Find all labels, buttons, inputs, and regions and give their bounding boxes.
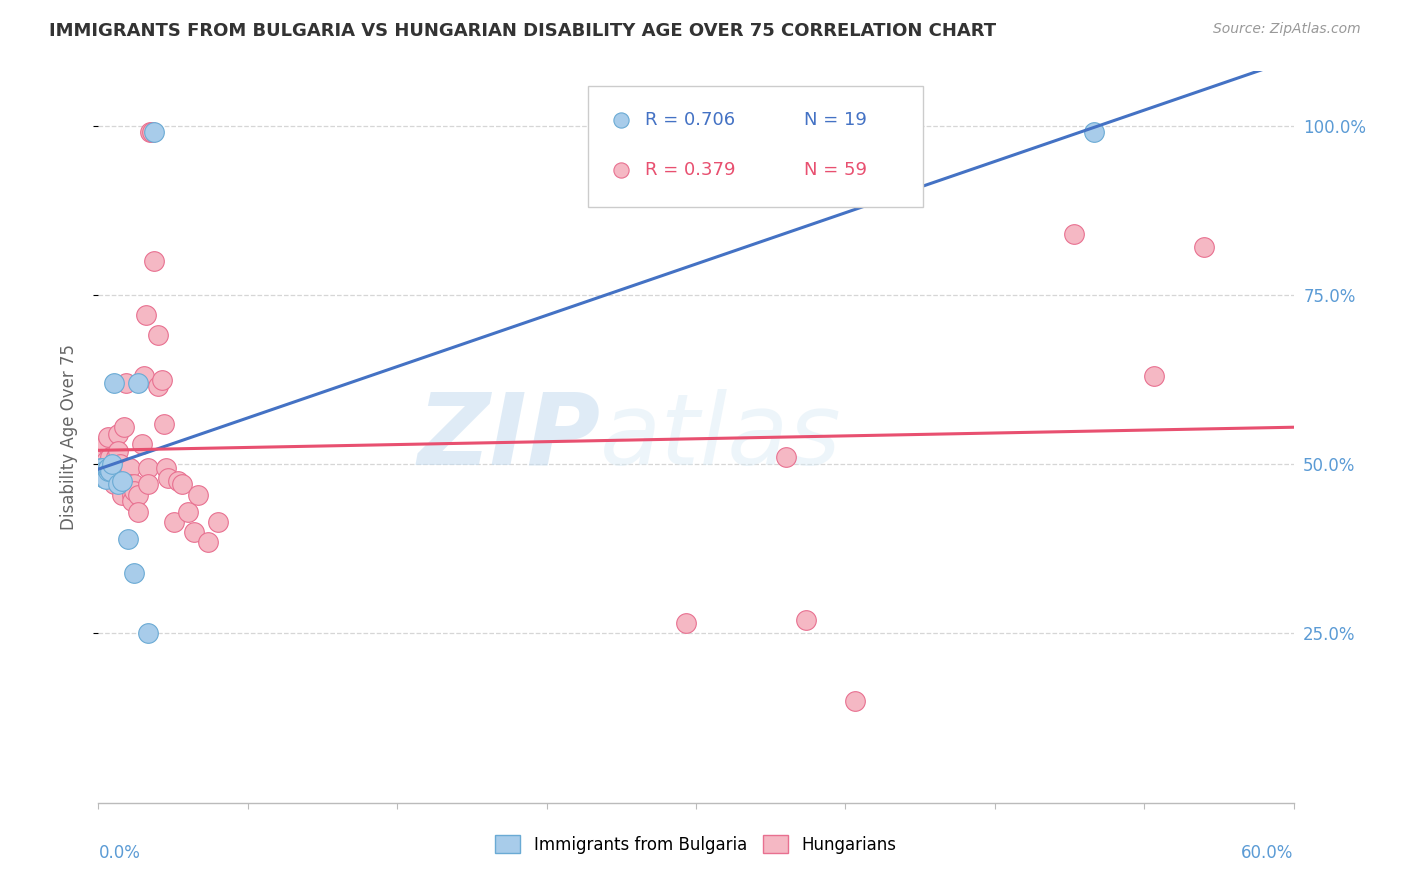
Point xyxy=(89,460,111,475)
Point xyxy=(177,505,200,519)
Point xyxy=(124,477,146,491)
Text: 60.0%: 60.0% xyxy=(1241,845,1294,863)
Point xyxy=(1063,227,1085,241)
Point xyxy=(117,460,139,475)
Point xyxy=(187,488,209,502)
Point xyxy=(172,477,194,491)
Point xyxy=(127,376,149,390)
Text: R = 0.706: R = 0.706 xyxy=(644,112,735,129)
Point xyxy=(124,484,146,499)
Text: Source: ZipAtlas.com: Source: ZipAtlas.com xyxy=(1213,22,1361,37)
Point xyxy=(143,125,166,139)
Point xyxy=(127,488,149,502)
Point xyxy=(1192,240,1215,254)
Point xyxy=(957,164,980,178)
Text: R = 0.379: R = 0.379 xyxy=(644,161,735,179)
Point xyxy=(167,474,190,488)
Point xyxy=(111,488,134,502)
Point xyxy=(98,464,122,478)
Point xyxy=(93,443,115,458)
Point xyxy=(844,694,866,708)
Text: 0.0%: 0.0% xyxy=(98,845,141,863)
Point xyxy=(121,494,143,508)
Point xyxy=(89,460,111,475)
Y-axis label: Disability Age Over 75: Disability Age Over 75 xyxy=(59,344,77,530)
Point xyxy=(97,464,120,478)
Text: atlas: atlas xyxy=(600,389,842,485)
Point xyxy=(183,524,205,539)
Point xyxy=(111,474,134,488)
Point xyxy=(97,430,120,444)
Point xyxy=(91,460,114,475)
Point xyxy=(150,372,173,386)
Point xyxy=(127,505,149,519)
Point xyxy=(96,437,118,451)
Point xyxy=(148,379,170,393)
Point xyxy=(107,426,129,441)
Point xyxy=(136,626,159,640)
Point xyxy=(117,474,139,488)
Point xyxy=(124,566,146,580)
Point xyxy=(155,460,177,475)
Point xyxy=(153,417,176,431)
Point xyxy=(675,616,697,631)
Point xyxy=(91,457,114,471)
Point xyxy=(107,477,129,491)
Point xyxy=(93,464,115,478)
Point xyxy=(148,328,170,343)
Point xyxy=(121,488,143,502)
Point xyxy=(794,613,817,627)
Point xyxy=(775,450,797,465)
Point xyxy=(101,460,124,475)
Legend: Immigrants from Bulgaria, Hungarians: Immigrants from Bulgaria, Hungarians xyxy=(488,829,904,860)
FancyBboxPatch shape xyxy=(589,86,922,207)
Point xyxy=(1083,125,1105,139)
Point xyxy=(97,464,120,478)
Point xyxy=(110,457,132,471)
Point xyxy=(157,471,180,485)
Point xyxy=(105,450,128,465)
Point xyxy=(131,437,153,451)
Point xyxy=(197,535,219,549)
Point xyxy=(141,125,163,139)
Point xyxy=(103,376,125,390)
Point xyxy=(101,457,124,471)
Point xyxy=(117,532,139,546)
Point xyxy=(112,420,135,434)
Point xyxy=(98,450,122,465)
Point xyxy=(957,210,980,224)
Point xyxy=(96,467,118,482)
Point xyxy=(96,454,118,468)
Text: IMMIGRANTS FROM BULGARIA VS HUNGARIAN DISABILITY AGE OVER 75 CORRELATION CHART: IMMIGRANTS FROM BULGARIA VS HUNGARIAN DI… xyxy=(49,22,997,40)
Point xyxy=(96,472,118,486)
Point xyxy=(139,125,162,139)
Point xyxy=(97,460,120,475)
Point xyxy=(107,443,129,458)
Point xyxy=(93,471,115,485)
Point xyxy=(120,460,142,475)
Text: N = 59: N = 59 xyxy=(804,161,866,179)
Point xyxy=(115,376,138,390)
Point xyxy=(103,467,125,482)
Point xyxy=(135,308,157,322)
Point xyxy=(103,477,125,491)
Text: ZIP: ZIP xyxy=(418,389,600,485)
Point xyxy=(136,477,159,491)
Point xyxy=(120,477,142,491)
Point xyxy=(1143,369,1166,384)
Point xyxy=(136,460,159,475)
Point xyxy=(163,515,186,529)
Point xyxy=(143,254,166,268)
Point xyxy=(93,450,115,465)
Text: N = 19: N = 19 xyxy=(804,112,866,129)
Point xyxy=(91,450,114,465)
Point xyxy=(134,369,156,384)
Point xyxy=(207,515,229,529)
